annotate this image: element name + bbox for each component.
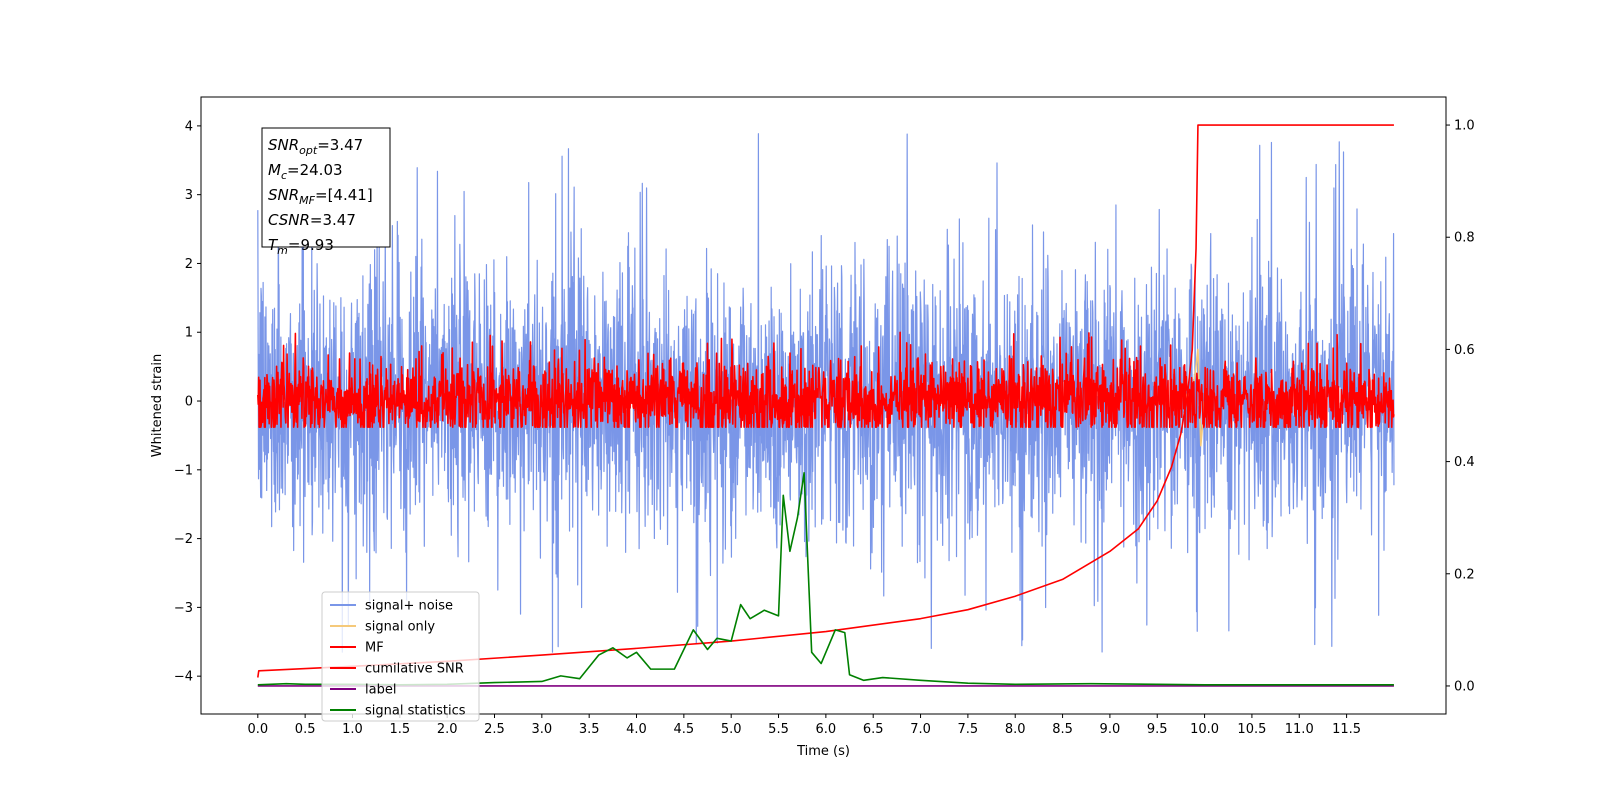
legend-frame [321, 591, 480, 722]
x-tick-label: 8.5 [1052, 722, 1073, 737]
x-tick-label: 9.0 [1100, 722, 1121, 737]
y-left-tick-label: 3 [185, 188, 193, 203]
legend-label: cumilative SNR [365, 662, 464, 677]
y-left-tick-label: −3 [174, 601, 193, 616]
x-tick-label: 2.0 [437, 722, 458, 737]
annotation-symbol: CSNR [268, 211, 310, 229]
y-left-tick-label: 1 [185, 326, 193, 341]
x-tick-label: 10.0 [1190, 722, 1219, 737]
y-right-tick-label: 1.0 [1454, 119, 1475, 134]
series-cumilative-snr-line [257, 124, 1394, 678]
x-tick-label: 8.0 [1005, 722, 1026, 737]
x-tick-label: 1.5 [389, 722, 410, 737]
legend-label: signal+ noise [365, 599, 453, 614]
legend-entry-mf: MF [330, 641, 384, 656]
x-tick-label: 4.5 [674, 722, 695, 737]
legend-entry-cumilative-snr: cumilative SNR [330, 662, 464, 677]
annotation-symbol: SNR [268, 136, 299, 154]
y-left-tick-label: −2 [174, 532, 193, 547]
axes-frame [200, 96, 1447, 715]
y-left-tick-label: 2 [185, 257, 193, 272]
y-axis-label: Whitened strain [150, 354, 165, 457]
x-tick-label: 3.0 [531, 722, 552, 737]
y-right-tick-label: 0.4 [1454, 455, 1475, 470]
legend-entry-signal-only: signal only [330, 620, 435, 635]
annotation-line: CSNR=3.47 [268, 211, 356, 229]
annotation-value: =3.47 [317, 136, 363, 154]
x-tick-label: 6.5 [863, 722, 884, 737]
annotation-subscript: MF [299, 194, 315, 207]
annotation-subscript: c [281, 169, 287, 182]
legend-entry-signal-statistics: signal statistics [330, 704, 466, 719]
y-right-tick-label: 0.2 [1454, 567, 1475, 582]
y-right-tick-label: 0.8 [1454, 231, 1475, 246]
annotation-symbol: M [268, 161, 281, 179]
annotation-line: Mc=24.03 [268, 161, 343, 182]
annotation-subscript: m [277, 244, 288, 257]
legend-label: signal statistics [365, 704, 466, 719]
x-tick-label: 7.5 [958, 722, 979, 737]
x-axis-label: Time (s) [796, 744, 850, 759]
x-tick-label: 11.0 [1285, 722, 1314, 737]
series-signal-noise-line [257, 132, 1395, 653]
y-right-tick-label: 0.0 [1454, 679, 1475, 694]
plot-area: 0.0 0.5 1.0 1.5 2.0 2.5 3.0 3.5 4.0 4.5 5.0 5.5 6.0 6… [174, 96, 1475, 737]
annotation-value: =9.93 [288, 236, 334, 254]
annotation-subscript: opt [299, 144, 318, 157]
x-tick-label: 4.0 [626, 722, 647, 737]
y-left-tick-label: 0 [185, 395, 193, 410]
x-tick-label: 3.5 [579, 722, 600, 737]
x-tick-label: 9.5 [1147, 722, 1168, 737]
legend-entry-label: label [330, 683, 396, 698]
y-right-tick-label: 0.6 [1454, 343, 1475, 358]
x-tick-label: 5.0 [721, 722, 742, 737]
x-tick-label: 0.5 [295, 722, 316, 737]
annotation-value: =24.03 [287, 161, 343, 179]
annotation-box: SNRopt=3.47Mc=24.03SNRMF=[4.41]CSNR=3.47… [261, 127, 391, 257]
y-left-tick-label: −4 [174, 670, 193, 685]
annotation-symbol: SNR [268, 186, 299, 204]
x-tick-label: 1.0 [342, 722, 363, 737]
annotation-line: SNRMF=[4.41] [268, 186, 373, 207]
annotation-line: Tm=9.93 [268, 236, 334, 257]
legend-label: label [365, 683, 396, 698]
x-tick-label: 10.5 [1237, 722, 1266, 737]
ticks-layer: 0.0 0.5 1.0 1.5 2.0 2.5 3.0 3.5 4.0 4.5 5.0 5.5 6.0 6… [174, 119, 1475, 737]
x-tick-label: 2.5 [484, 722, 505, 737]
legend-label: MF [365, 641, 384, 656]
y-left-tick-label: −1 [174, 463, 193, 478]
x-tick-label: 0.0 [247, 722, 268, 737]
annotation-value: =3.47 [310, 211, 356, 229]
y-left-tick-label: 4 [185, 119, 193, 134]
annotation-value: =[4.41] [315, 186, 373, 204]
series-mf-line [257, 331, 1395, 428]
annotation-symbol: T [268, 236, 279, 254]
x-tick-label: 5.5 [768, 722, 789, 737]
x-tick-label: 6.0 [816, 722, 837, 737]
annotation-frame [261, 127, 391, 248]
legend: signal+ noise signal only MF cumilative SNR… [321, 591, 480, 722]
x-tick-label: 11.5 [1332, 722, 1361, 737]
legend-label: signal only [365, 620, 435, 635]
x-tick-label: 7.0 [910, 722, 931, 737]
series-signal-statistics-line [257, 472, 1394, 686]
legend-entry-signal-noise: signal+ noise [330, 599, 453, 614]
annotation-line: SNRopt=3.47 [268, 136, 363, 157]
